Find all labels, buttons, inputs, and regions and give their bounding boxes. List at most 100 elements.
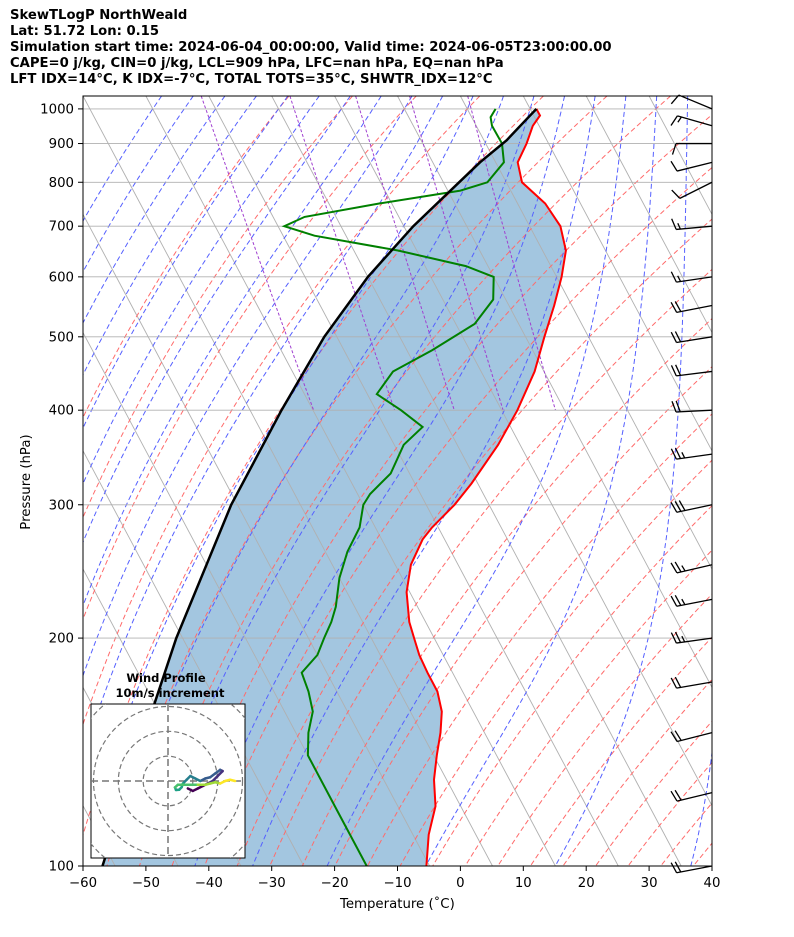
isotherm-line (208, 96, 619, 866)
moist-adiabat-line (554, 96, 689, 866)
wind-barb (670, 331, 713, 344)
isotherm-line (334, 96, 712, 807)
wind-barb (670, 447, 713, 460)
x-tick-label: 10 (515, 876, 532, 891)
mixing-ratio-line (200, 96, 315, 411)
dry-adiabat-line (660, 802, 712, 866)
y-tick-label: 700 (49, 220, 74, 235)
x-tick-label: 20 (578, 876, 595, 891)
x-axis-label: Temperature (˚C) (339, 895, 455, 912)
moist-adiabat-line (138, 96, 504, 780)
wind-barb (671, 142, 712, 155)
hodograph-trace-segment (228, 778, 237, 783)
x-tick-label: 40 (704, 876, 721, 891)
wind-barb (670, 595, 713, 607)
moist-adiabat-line (252, 96, 596, 866)
isotherm-line (460, 96, 712, 571)
y-tick-label: 900 (49, 137, 74, 152)
moist-adiabat-line (83, 96, 226, 324)
dry-adiabat-line (83, 96, 353, 519)
wind-barb (671, 218, 713, 231)
mixing-ratio-line (467, 96, 556, 411)
wind-barb (670, 301, 713, 314)
moist-adiabat-line (425, 96, 658, 866)
hodograph-inset: Wind Profile 10m/s increment (90, 671, 246, 859)
y-axis-label: Pressure (hPa) (19, 434, 34, 529)
x-tick-label: 0 (456, 876, 464, 891)
times-line: Simulation start time: 2024-06-04_00:00:… (10, 40, 612, 56)
y-tick-label: 1000 (40, 102, 74, 117)
moist-adiabat-line (83, 96, 194, 273)
wind-barb (670, 271, 713, 283)
x-tick-label: 30 (641, 876, 658, 891)
pressure-grid (83, 108, 712, 866)
isotherm-line (83, 331, 368, 866)
isotherm-line (145, 96, 556, 866)
profiles (101, 108, 567, 866)
x-tick-label: −50 (132, 876, 160, 891)
isotherm-line (83, 213, 430, 866)
dry-adiabat-line (301, 317, 712, 866)
y-tick-label: 600 (49, 270, 74, 285)
moist-adiabat-line (83, 96, 413, 678)
isotherm-line (585, 96, 712, 334)
isotherm-line (648, 96, 712, 216)
moist-adiabat-line (97, 96, 444, 712)
dry-adiabat-line (269, 268, 712, 866)
wind-barb (670, 500, 713, 513)
moist-adiabat-line (83, 96, 257, 376)
dry-adiabat-line (204, 166, 712, 866)
wind-barb (670, 364, 713, 377)
wind-barb (670, 861, 713, 874)
dry-adiabat-line (399, 459, 712, 866)
isotherm-line (271, 96, 682, 866)
wind-barb (670, 631, 713, 644)
dry-adiabat-line (497, 593, 712, 866)
wind-barb (670, 676, 713, 689)
dry-adiabat-line (529, 636, 712, 866)
axes: −60 −50 −40 −30 −20 −10 0 10 20 30 40 100 200 300 400 5… (40, 102, 720, 891)
mixing-ratio-line (289, 96, 396, 411)
chart-header: SkewTLogP NorthWeald Lat: 51.72 Lon: 0.1… (10, 8, 790, 88)
temperature-line (405, 108, 567, 866)
params-line-1: CAPE=0 j/kg, CIN=0 j/kg, LCL=909 hPa, LF… (10, 56, 504, 72)
moist-adiabat-line (83, 96, 320, 485)
dry-adiabat-line (595, 720, 712, 866)
dry-adiabat-line (236, 218, 712, 866)
moist-adiabat-line (83, 96, 163, 222)
chart-title: SkewTLogP NorthWeald (10, 8, 188, 23)
dry-adiabat-line (334, 366, 712, 866)
isotherm-line (83, 96, 493, 866)
moist-adiabat-line (83, 96, 289, 430)
dry-adiabat-line (83, 96, 417, 621)
hodograph-title: Wind Profile (126, 671, 206, 685)
wind-barb (670, 94, 713, 110)
params-line-2: LFT IDX=14°C, K IDX=-7°C, TOTAL TOTS=35°… (10, 72, 493, 88)
dry-adiabat-line (432, 504, 712, 866)
x-tick-label: −40 (195, 876, 223, 891)
wind-barb (670, 561, 713, 574)
wind-barbs (670, 94, 713, 874)
wind-barb (670, 160, 713, 172)
y-tick-label: 100 (49, 860, 74, 875)
moist-adiabat-line (83, 96, 351, 544)
parcel-line (101, 108, 538, 866)
y-tick-label: 300 (49, 498, 74, 513)
dry-adiabat-line (627, 761, 712, 866)
y-tick-label: 200 (49, 632, 74, 647)
wind-barb (671, 400, 713, 413)
moist-adiabat-line (116, 96, 474, 744)
wind-barb (670, 789, 713, 802)
moist-adiabat-line (163, 96, 535, 821)
isotherm-line (522, 96, 712, 452)
x-tick-label: −20 (321, 876, 349, 891)
x-tick-label: −10 (383, 876, 411, 891)
moist-adiabat-line (326, 96, 627, 866)
moist-adiabat-line (690, 748, 712, 866)
wind-barb (670, 115, 713, 127)
dry-adiabat-line (367, 413, 712, 866)
hodograph-subtitle: 10m/s increment (116, 686, 225, 700)
x-tick-label: −60 (69, 876, 97, 891)
wind-barb (671, 181, 713, 199)
